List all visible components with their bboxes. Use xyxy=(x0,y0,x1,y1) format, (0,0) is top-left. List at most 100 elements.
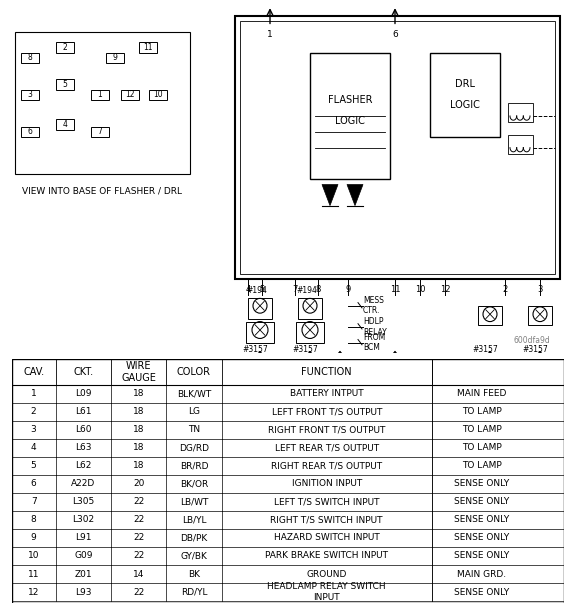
Text: 7: 7 xyxy=(292,284,298,294)
Text: RIGHT REAR T/S OUTPUT: RIGHT REAR T/S OUTPUT xyxy=(271,461,382,470)
Text: 10: 10 xyxy=(153,90,163,99)
Text: 4: 4 xyxy=(63,120,67,129)
Bar xyxy=(240,21,555,274)
Text: 2: 2 xyxy=(502,284,507,294)
Text: 12: 12 xyxy=(439,284,450,294)
Text: FLASHER: FLASHER xyxy=(328,95,372,105)
Text: 22: 22 xyxy=(133,588,145,597)
Text: LEFT T/S SWITCH INPUT: LEFT T/S SWITCH INPUT xyxy=(274,498,380,506)
Text: L63: L63 xyxy=(75,443,92,452)
Text: 18: 18 xyxy=(133,443,145,452)
Text: 22: 22 xyxy=(133,498,145,506)
Text: SENSE ONLY: SENSE ONLY xyxy=(454,515,509,524)
Text: 11: 11 xyxy=(143,43,153,52)
Polygon shape xyxy=(255,351,265,357)
Text: SENSE ONLY: SENSE ONLY xyxy=(454,552,509,560)
Text: LEFT REAR T/S OUTPUT: LEFT REAR T/S OUTPUT xyxy=(275,443,379,452)
Text: VIEW INTO BASE OF FLASHER / DRL: VIEW INTO BASE OF FLASHER / DRL xyxy=(22,186,183,195)
Text: 18: 18 xyxy=(133,425,145,434)
Text: 22: 22 xyxy=(133,533,145,543)
Text: BK: BK xyxy=(188,569,200,579)
Bar xyxy=(478,306,502,325)
Text: Z01: Z01 xyxy=(75,569,92,579)
Text: LOGIC: LOGIC xyxy=(450,100,480,110)
Bar xyxy=(508,104,533,122)
Text: L09: L09 xyxy=(75,389,92,398)
Text: SENSE ONLY: SENSE ONLY xyxy=(454,498,509,506)
Text: #194: #194 xyxy=(246,286,267,295)
Bar xyxy=(56,79,74,90)
Text: LEFT FRONT T/S OUTPUT: LEFT FRONT T/S OUTPUT xyxy=(271,407,382,416)
Bar xyxy=(139,42,157,53)
Bar xyxy=(121,90,139,100)
Text: 4: 4 xyxy=(245,284,251,294)
Text: TN: TN xyxy=(188,425,200,434)
Polygon shape xyxy=(485,351,495,357)
Text: 8: 8 xyxy=(28,54,32,63)
Text: BK/OR: BK/OR xyxy=(180,479,208,488)
Text: GY/BK: GY/BK xyxy=(180,552,207,560)
Text: 11: 11 xyxy=(390,284,400,294)
Bar xyxy=(528,306,552,325)
Polygon shape xyxy=(305,351,315,357)
Text: 9: 9 xyxy=(346,284,351,294)
Polygon shape xyxy=(347,185,363,206)
Text: 8: 8 xyxy=(31,515,36,524)
Text: 1: 1 xyxy=(97,90,103,99)
Text: 5: 5 xyxy=(63,80,67,89)
Text: FUNCTION: FUNCTION xyxy=(301,367,352,377)
Text: G09: G09 xyxy=(74,552,93,560)
Bar xyxy=(508,135,533,154)
Text: 5: 5 xyxy=(31,461,36,470)
Text: TO LAMP: TO LAMP xyxy=(461,425,502,434)
Text: 3: 3 xyxy=(31,425,36,434)
Text: 4: 4 xyxy=(31,443,36,452)
Bar xyxy=(56,42,74,53)
Text: TO LAMP: TO LAMP xyxy=(461,461,502,470)
Polygon shape xyxy=(322,185,338,206)
Text: 18: 18 xyxy=(133,461,145,470)
Text: 18: 18 xyxy=(133,407,145,416)
Text: 6: 6 xyxy=(28,127,32,136)
Text: CKT.: CKT. xyxy=(73,367,93,377)
Text: CAV.: CAV. xyxy=(23,367,44,377)
Text: RIGHT T/S SWITCH INPUT: RIGHT T/S SWITCH INPUT xyxy=(271,515,383,524)
Text: MESS
CTR.: MESS CTR. xyxy=(363,296,384,315)
Text: 600dfa9d: 600dfa9d xyxy=(513,336,550,345)
Bar xyxy=(296,322,324,343)
Bar xyxy=(246,322,274,343)
Text: 14: 14 xyxy=(133,569,145,579)
Text: #194: #194 xyxy=(296,286,317,295)
Text: L62: L62 xyxy=(75,461,92,470)
Text: L305: L305 xyxy=(72,498,94,506)
Text: #3157: #3157 xyxy=(522,345,548,354)
Text: DRL: DRL xyxy=(455,79,475,90)
Bar xyxy=(235,16,560,280)
Text: DB/PK: DB/PK xyxy=(180,533,207,543)
Text: #3157: #3157 xyxy=(292,345,318,354)
Text: #3157: #3157 xyxy=(472,345,498,354)
Bar xyxy=(91,127,109,137)
Text: MAIN GRD.: MAIN GRD. xyxy=(457,569,506,579)
Bar xyxy=(21,53,39,63)
Text: 12: 12 xyxy=(28,588,39,597)
Text: 22: 22 xyxy=(133,515,145,524)
Text: 18: 18 xyxy=(133,389,145,398)
Text: 2: 2 xyxy=(31,407,36,416)
Text: 9: 9 xyxy=(112,54,118,63)
Text: SENSE ONLY: SENSE ONLY xyxy=(454,479,509,488)
Text: 11: 11 xyxy=(28,569,39,579)
Text: SENSE ONLY: SENSE ONLY xyxy=(454,533,509,543)
Text: 3: 3 xyxy=(537,284,543,294)
Text: RD/YL: RD/YL xyxy=(181,588,207,597)
Text: A22D: A22D xyxy=(71,479,96,488)
Text: GROUND: GROUND xyxy=(306,569,347,579)
Text: 1: 1 xyxy=(31,389,36,398)
Text: 10: 10 xyxy=(415,284,425,294)
Text: FROM
BCM: FROM BCM xyxy=(363,333,385,353)
Text: BLK/WT: BLK/WT xyxy=(177,389,211,398)
Bar xyxy=(91,90,109,100)
Text: LB/YL: LB/YL xyxy=(182,515,206,524)
Text: PARK BRAKE SWITCH INPUT: PARK BRAKE SWITCH INPUT xyxy=(265,552,388,560)
Text: 10: 10 xyxy=(28,552,39,560)
